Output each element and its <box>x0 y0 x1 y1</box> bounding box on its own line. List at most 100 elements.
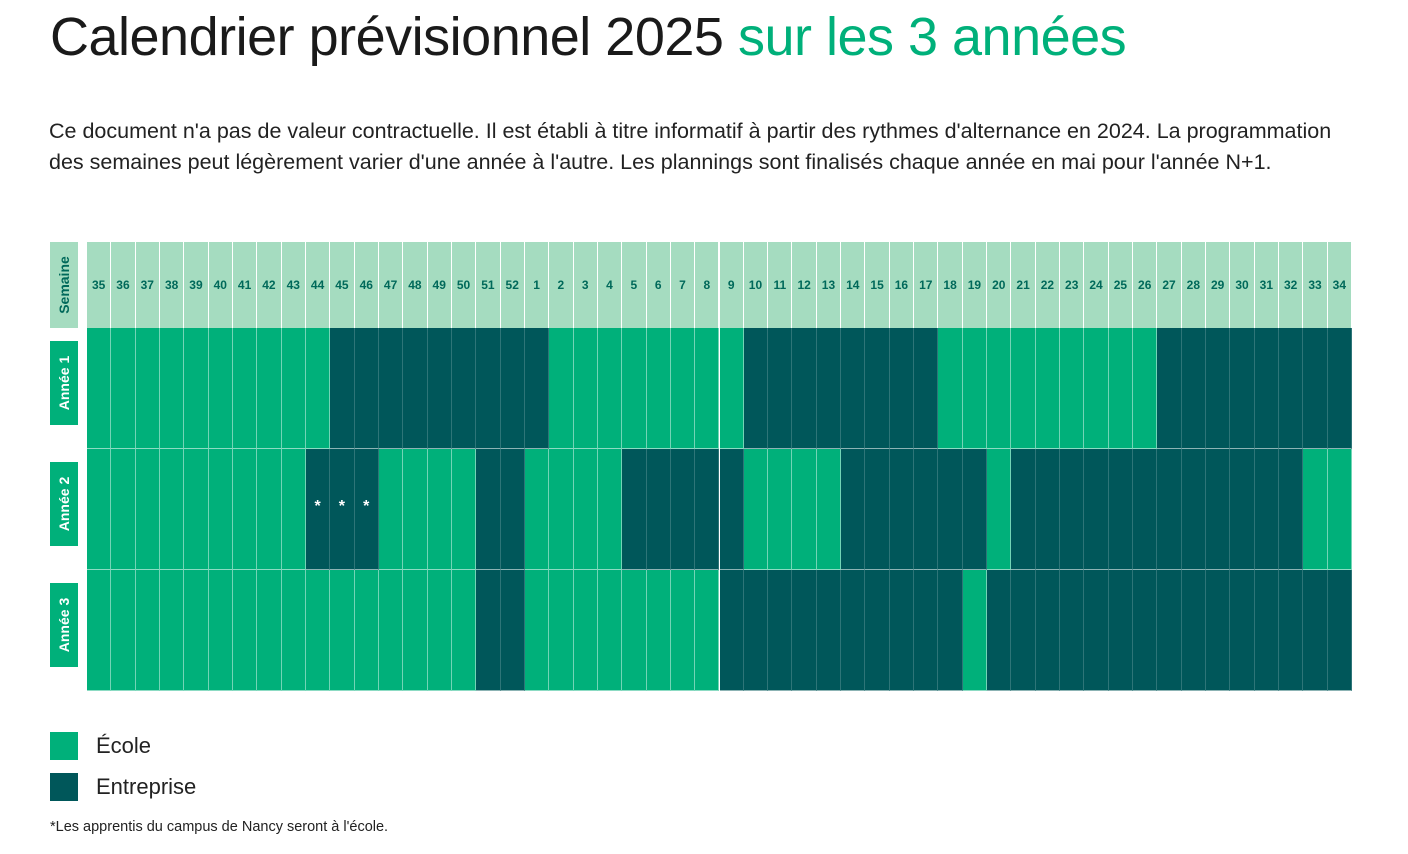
ecole-week-cell <box>135 328 160 449</box>
week-header-cell: 46 <box>354 242 379 328</box>
entreprise-week-cell <box>914 328 939 449</box>
ecole-week-cell <box>159 328 185 449</box>
week-header-cell: 27 <box>1157 242 1182 328</box>
week-header-cell: 7 <box>670 242 696 328</box>
week-header-cell: 39 <box>184 242 209 328</box>
week-header-cell: 52 <box>500 242 525 328</box>
ecole-week-cell <box>281 570 306 691</box>
legend-label-entreprise: Entreprise <box>96 774 197 799</box>
ecole-week-cell <box>524 449 550 570</box>
ecole-week-cell <box>135 449 160 570</box>
entreprise-week-cell <box>476 328 501 449</box>
week-header-cell: 22 <box>1035 242 1061 328</box>
entreprise-week-cell <box>914 570 939 691</box>
ecole-week-cell <box>111 449 136 570</box>
legend: École Entreprise <box>50 731 196 813</box>
ecole-week-cell <box>281 328 306 449</box>
week-header-cell: 24 <box>1084 242 1109 328</box>
entreprise-week-cell <box>841 570 866 691</box>
entreprise-week-cell <box>1133 449 1158 570</box>
entreprise-week-cell <box>889 328 915 449</box>
week-header-cell: 6 <box>646 242 671 328</box>
entreprise-week-cell <box>1157 570 1182 691</box>
ecole-week-cell <box>378 570 404 691</box>
entreprise-week-cell <box>1035 449 1061 570</box>
ecole-week-cell <box>184 328 209 449</box>
entreprise-week-cell <box>451 328 477 449</box>
entreprise-week-cell <box>768 328 793 449</box>
entreprise-week-cell <box>1327 570 1352 691</box>
week-header-cell: 45 <box>330 242 355 328</box>
ecole-week-cell <box>87 449 112 570</box>
entreprise-week-cell <box>1303 328 1328 449</box>
title-accent: sur les 3 années <box>737 7 1127 67</box>
ecole-week-cell <box>573 328 598 449</box>
ecole-week-cell <box>549 449 574 570</box>
entreprise-week-cell <box>1060 570 1085 691</box>
entreprise-week-cell <box>1303 570 1328 691</box>
entreprise-week-cell <box>500 449 525 570</box>
entreprise-week-cell <box>743 328 769 449</box>
week-header-cell: 1 <box>524 242 550 328</box>
entreprise-week-cell <box>1060 449 1085 570</box>
entreprise-week-cell: * <box>354 449 379 570</box>
ecole-week-cell <box>232 449 258 570</box>
entreprise-week-cell <box>792 328 817 449</box>
entreprise-week-cell <box>1230 328 1255 449</box>
week-header-cell: 26 <box>1133 242 1158 328</box>
week-header-cell: 3 <box>573 242 598 328</box>
ecole-week-cell <box>987 449 1012 570</box>
week-header-cell: 12 <box>792 242 817 328</box>
entreprise-week-cell: * <box>305 449 331 570</box>
week-header-cell: 17 <box>914 242 939 328</box>
ecole-week-cell <box>208 570 233 691</box>
ecole-week-cell <box>646 328 671 449</box>
ecole-week-cell <box>111 570 136 691</box>
row-label-annee-1: Année 1 <box>50 341 78 425</box>
week-header-cell: 11 <box>768 242 793 328</box>
ecole-week-cell <box>281 449 306 570</box>
entreprise-week-cell <box>476 449 501 570</box>
entreprise-week-cell <box>1181 449 1207 570</box>
entreprise-week-cell <box>962 449 988 570</box>
ecole-week-cell <box>403 570 428 691</box>
legend-item-ecole: École <box>50 731 196 761</box>
ecole-week-cell <box>305 570 331 691</box>
ecole-week-cell <box>962 570 988 691</box>
entreprise-week-cell <box>1084 570 1109 691</box>
ecole-week-cell <box>1035 328 1061 449</box>
entreprise-week-cell <box>865 449 890 570</box>
week-header-cell: 37 <box>135 242 160 328</box>
ecole-week-cell <box>451 570 477 691</box>
ecole-week-cell <box>646 570 671 691</box>
entreprise-week-cell <box>1108 449 1134 570</box>
entreprise-week-cell <box>816 570 842 691</box>
entreprise-week-cell <box>938 449 963 570</box>
entreprise-week-cell <box>524 328 550 449</box>
week-header-cell: 36 <box>111 242 136 328</box>
row-label-text: Année 2 <box>56 476 72 532</box>
week-header-cell: 29 <box>1206 242 1231 328</box>
ecole-week-cell <box>1084 328 1109 449</box>
ecole-week-cell <box>257 570 282 691</box>
ecole-week-cell <box>87 328 112 449</box>
week-header-cell: 5 <box>622 242 647 328</box>
ecole-week-cell <box>670 328 696 449</box>
week-header-cell: 44 <box>305 242 331 328</box>
ecole-week-cell <box>135 570 160 691</box>
ecole-week-cell <box>719 328 744 449</box>
week-header-cell: 35 <box>87 242 112 328</box>
legend-label-ecole: École <box>96 733 152 758</box>
week-header-cell: 43 <box>281 242 306 328</box>
entreprise-week-cell <box>1133 570 1158 691</box>
week-header-cell: 18 <box>938 242 963 328</box>
ecole-week-cell <box>573 570 598 691</box>
entreprise-week-cell <box>719 570 744 691</box>
entreprise-week-cell <box>1084 449 1109 570</box>
ecole-week-cell <box>427 449 452 570</box>
ecole-week-cell <box>987 328 1012 449</box>
entreprise-week-cell <box>792 570 817 691</box>
week-header-cell: 40 <box>208 242 233 328</box>
page-title: Calendrier prévisionnel 2025 sur les 3 a… <box>50 6 1127 68</box>
ecole-week-cell <box>330 570 355 691</box>
